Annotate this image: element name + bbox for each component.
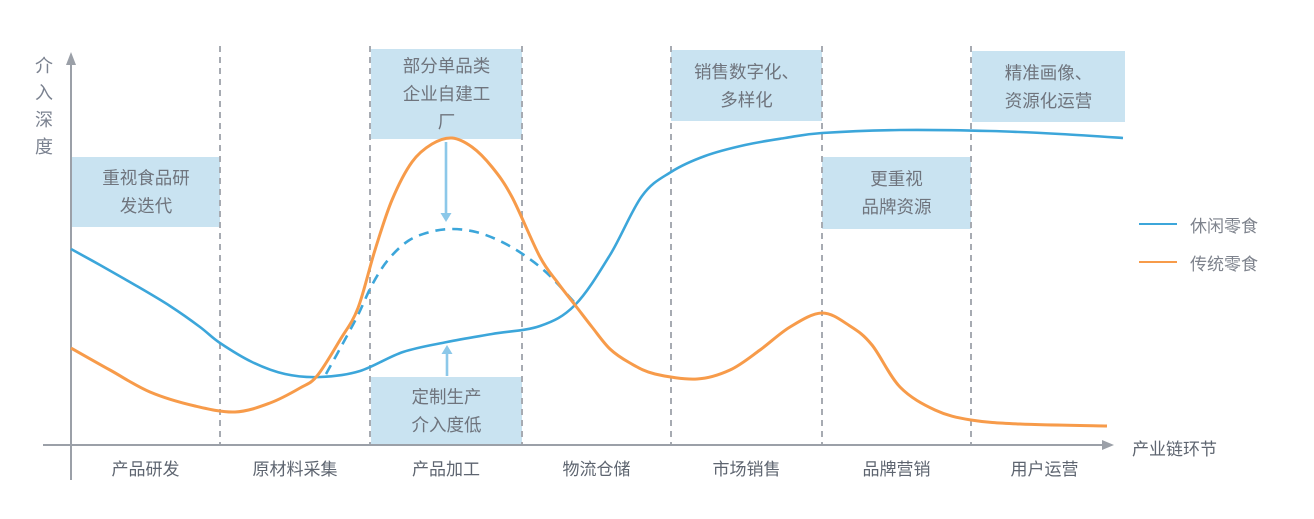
legend-label: 休闲零食: [1190, 216, 1258, 236]
legend: 休闲零食 传统零食: [1139, 205, 1258, 281]
annotation-box-0: 重视食品研 发迭代: [72, 157, 220, 227]
annotation-text-line: 部分单品类: [402, 56, 491, 76]
y-axis-title: 介入深度: [33, 56, 53, 164]
category-label-6: 用户运营: [1010, 460, 1079, 479]
annotation-text-line: 资源化运营: [1004, 90, 1093, 111]
category-label-0: 产品研发: [111, 460, 180, 479]
legend-swatch-icon: [1139, 223, 1177, 225]
annotation-text-line: 精准画像、: [1004, 62, 1093, 83]
legend-swatch-icon: [1139, 261, 1177, 263]
annotation-text-line: 重视食品研: [102, 168, 190, 188]
up-arrowhead-icon: [441, 345, 453, 354]
x-axis-title: 产业链环节: [1132, 440, 1217, 459]
annotation-text-line: 更重视: [870, 169, 923, 189]
x-axis-arrow-icon: [1102, 440, 1114, 450]
legend-item-0: 休闲零食: [1139, 205, 1258, 243]
annotation-box-5: 精准画像、资源化运营: [972, 51, 1125, 122]
category-label-5: 品牌营销: [862, 460, 931, 479]
down-arrowhead-icon: [440, 213, 452, 222]
annotation-text-line: 发迭代: [119, 196, 173, 216]
category-label-3: 物流仓储: [562, 460, 631, 479]
annotation-box-4: 更重视 品牌资源: [822, 157, 971, 229]
annotation-text-line: 品牌资源: [861, 197, 932, 217]
category-label-4: 市场销售: [712, 460, 781, 479]
series-line-1: [324, 227, 576, 375]
annotation-box-2: 定制生产 介入度低: [371, 377, 522, 445]
annotation-text-line: 企业自建工: [402, 84, 491, 104]
annotation-box-1: 部分单品类企业自建工厂: [371, 49, 522, 139]
annotation-text-line: 多样化: [720, 89, 773, 110]
annotation-text-line: 介入度低: [411, 415, 482, 435]
annotation-text-line: 厂: [437, 112, 456, 132]
legend-item-1: 传统零食: [1139, 243, 1258, 281]
category-label-1: 原材料采集: [252, 460, 338, 479]
annotation-text-line: 销售数字化、: [694, 61, 799, 82]
annotation-text-line: 定制生产: [411, 387, 482, 407]
category-label-2: 产品加工: [412, 460, 480, 479]
annotation-box-3: 销售数字化、 多样化: [671, 50, 822, 121]
legend-label: 传统零食: [1190, 254, 1258, 274]
y-axis-arrow-icon: [66, 52, 76, 65]
